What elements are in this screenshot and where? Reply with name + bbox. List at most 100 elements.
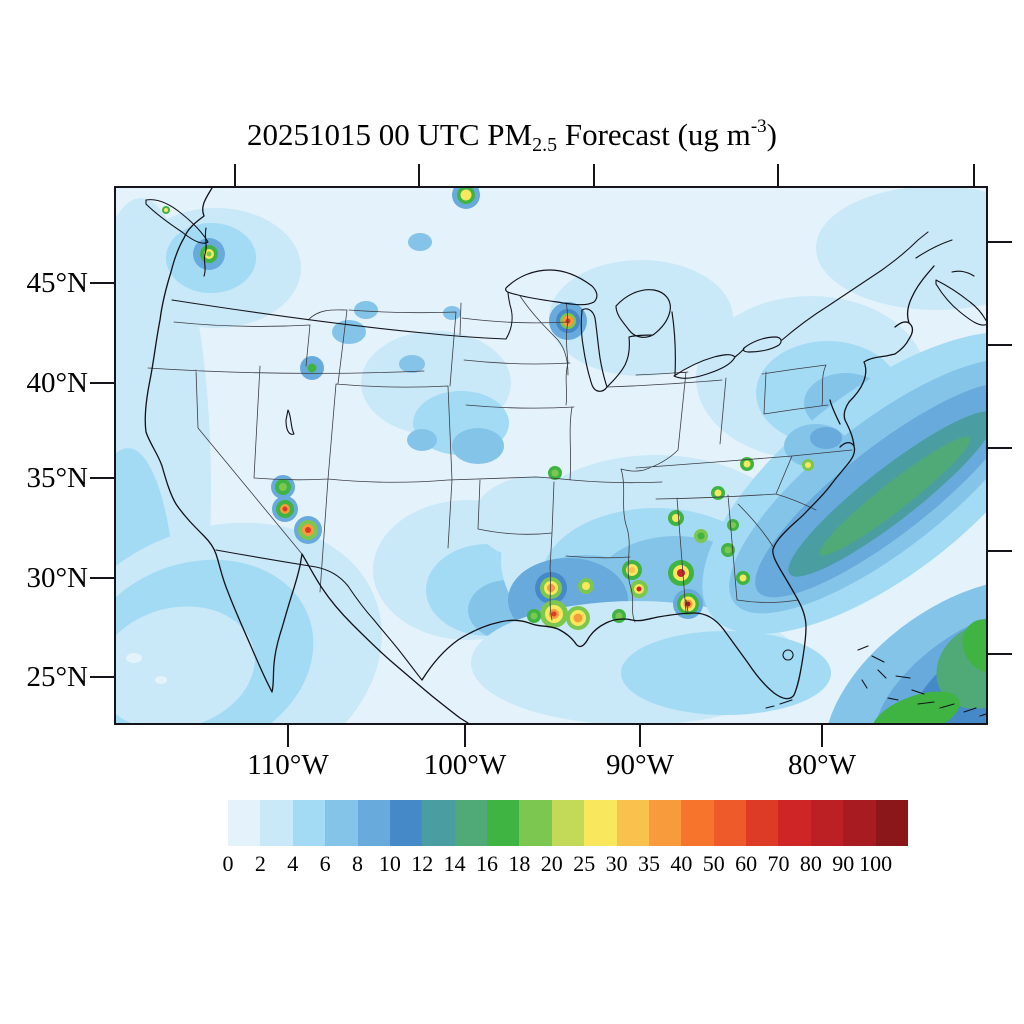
colorbar-tick-label: 60 (735, 851, 758, 876)
pm25-field-layer (116, 188, 986, 723)
field-patch (126, 653, 142, 663)
colorbar-tick-label: 8 (352, 851, 364, 876)
hotspot-ring-salt-lake-area (307, 363, 317, 373)
colorbar-cell (843, 800, 876, 846)
colorbar-cell (422, 800, 455, 846)
colorbar-tick-label: 6 (319, 851, 331, 876)
top-tick (234, 164, 236, 186)
colorbar-tick-label: 2 (254, 851, 266, 876)
lat-tick-label: 25°N (26, 661, 88, 693)
hotspot-ring-georgia-2 (739, 574, 747, 582)
pm25-hotspot-layer (162, 188, 814, 630)
colorbar-tick-label: 10 (378, 851, 401, 876)
hotspot-ring-east-texas-1 (547, 584, 555, 592)
colorbar-tick-label: 16 (476, 851, 499, 876)
hotspot-ring-louisiana-1 (573, 613, 583, 623)
right-tick (988, 550, 1012, 552)
field-patch (621, 631, 831, 715)
hotspot-ring-winnipeg-border (460, 189, 472, 201)
lat-tick-label: 30°N (26, 562, 88, 594)
top-tick (973, 164, 975, 186)
colorbar-cell (325, 800, 358, 846)
colorbar-cell (648, 800, 682, 846)
colorbar-tick-label: 25 (573, 851, 596, 876)
title-subscript: 2.5 (532, 134, 558, 156)
right-tick (988, 241, 1012, 243)
hotspot-ring-missouri (551, 469, 559, 477)
top-tick (593, 164, 595, 186)
lat-tick (90, 477, 114, 479)
hotspot-ring-tennessee (714, 489, 722, 497)
colorbar-cell (713, 800, 746, 846)
state-borders-path (147, 295, 853, 623)
hotspot-ring-east-texas-2 (551, 611, 557, 617)
colorbar-tick-label: 35 (637, 851, 660, 876)
top-tick (777, 164, 779, 186)
lon-tick-label: 110°W (247, 749, 329, 781)
colorbar-cell (519, 800, 552, 846)
colorbar-tick-label: 0 (222, 851, 234, 876)
colorbar-cell (389, 800, 423, 846)
hotspot-ring-nc-coast (805, 462, 811, 468)
title-prefix: 20251015 00 UTC PM (247, 117, 533, 152)
lon-tick (287, 725, 289, 747)
colorbar: 0 2 4 6 8 10 12 14 16 18 20 25 30 35 40 50 60 70 80 90 100 (223, 800, 908, 876)
hotspot-ring-alabama-1 (677, 569, 685, 577)
coastline-path (144, 188, 935, 723)
lat-tick (90, 676, 114, 678)
colorbar-tick-label: 100 (859, 851, 893, 876)
colorbar-cell (584, 800, 617, 846)
colorbar-tick-label: 70 (767, 851, 790, 876)
hotspot-ring-louisiana-3 (530, 612, 538, 620)
lon-tick-label: 100°W (423, 749, 507, 781)
lat-tick-label: 40°N (26, 367, 88, 399)
field-patch (407, 429, 437, 451)
lon-tick-label: 80°W (788, 749, 856, 781)
islands-path (145, 199, 986, 717)
colorbar-cell (228, 800, 261, 846)
colorbar-cell (551, 800, 585, 846)
map-panel (114, 186, 988, 725)
field-patch (810, 427, 842, 449)
hotspot-ring-louisiana-2 (582, 582, 590, 590)
field-patch (819, 436, 971, 556)
hotspot-ring-georgia-3 (730, 522, 736, 528)
colorbar-cell (292, 800, 326, 846)
chart-title: 20251015 00 UTC PM2.5 Forecast (ug m-3) (0, 116, 1024, 157)
field-patch (354, 301, 378, 319)
field-patch (872, 691, 960, 723)
colorbar-tick-label: 20 (540, 851, 563, 876)
colorbar-tick-label: 12 (411, 851, 434, 876)
hotspot-ring-seattle-tacoma (206, 251, 212, 257)
colorbar-cells (228, 800, 908, 846)
hotspot-ring-sw-utah-2 (282, 506, 288, 512)
field-patch (452, 428, 504, 464)
colorbar-cell (357, 800, 390, 846)
colorbar-cell (746, 800, 779, 846)
colorbar-cell (875, 800, 908, 846)
colorbar-cell (454, 800, 487, 846)
right-tick (988, 447, 1012, 449)
colorbar-cell (778, 800, 811, 846)
colorbar-cell (681, 800, 714, 846)
hotspot-ring-alabama-3 (697, 532, 705, 540)
colorbar-tick-label: 18 (508, 851, 531, 876)
colorbar-tick-label: 14 (443, 851, 466, 876)
colorbar-tick-label: 80 (799, 851, 822, 876)
lat-tick-label: 45°N (26, 267, 88, 299)
colorbar-cell (487, 800, 520, 846)
hotspot-ring-mississippi-coast (615, 612, 623, 620)
colorbar-cell (260, 800, 293, 846)
colorbar-tick-label: 40 (670, 851, 693, 876)
hotspot-ring-mississippi-2 (636, 586, 642, 592)
field-patch (116, 606, 255, 723)
right-tick (988, 344, 1012, 346)
colorbar-tick-label: 90 (832, 851, 855, 876)
top-tick (418, 164, 420, 186)
hotspot-ring-nw-arizona (305, 527, 311, 533)
field-patch (155, 676, 167, 684)
lon-tick-label: 90°W (606, 749, 674, 781)
hotspot-ring-mississippi-1 (629, 567, 635, 573)
colorbar-tick-label: 30 (605, 851, 628, 876)
field-patch (962, 619, 986, 673)
